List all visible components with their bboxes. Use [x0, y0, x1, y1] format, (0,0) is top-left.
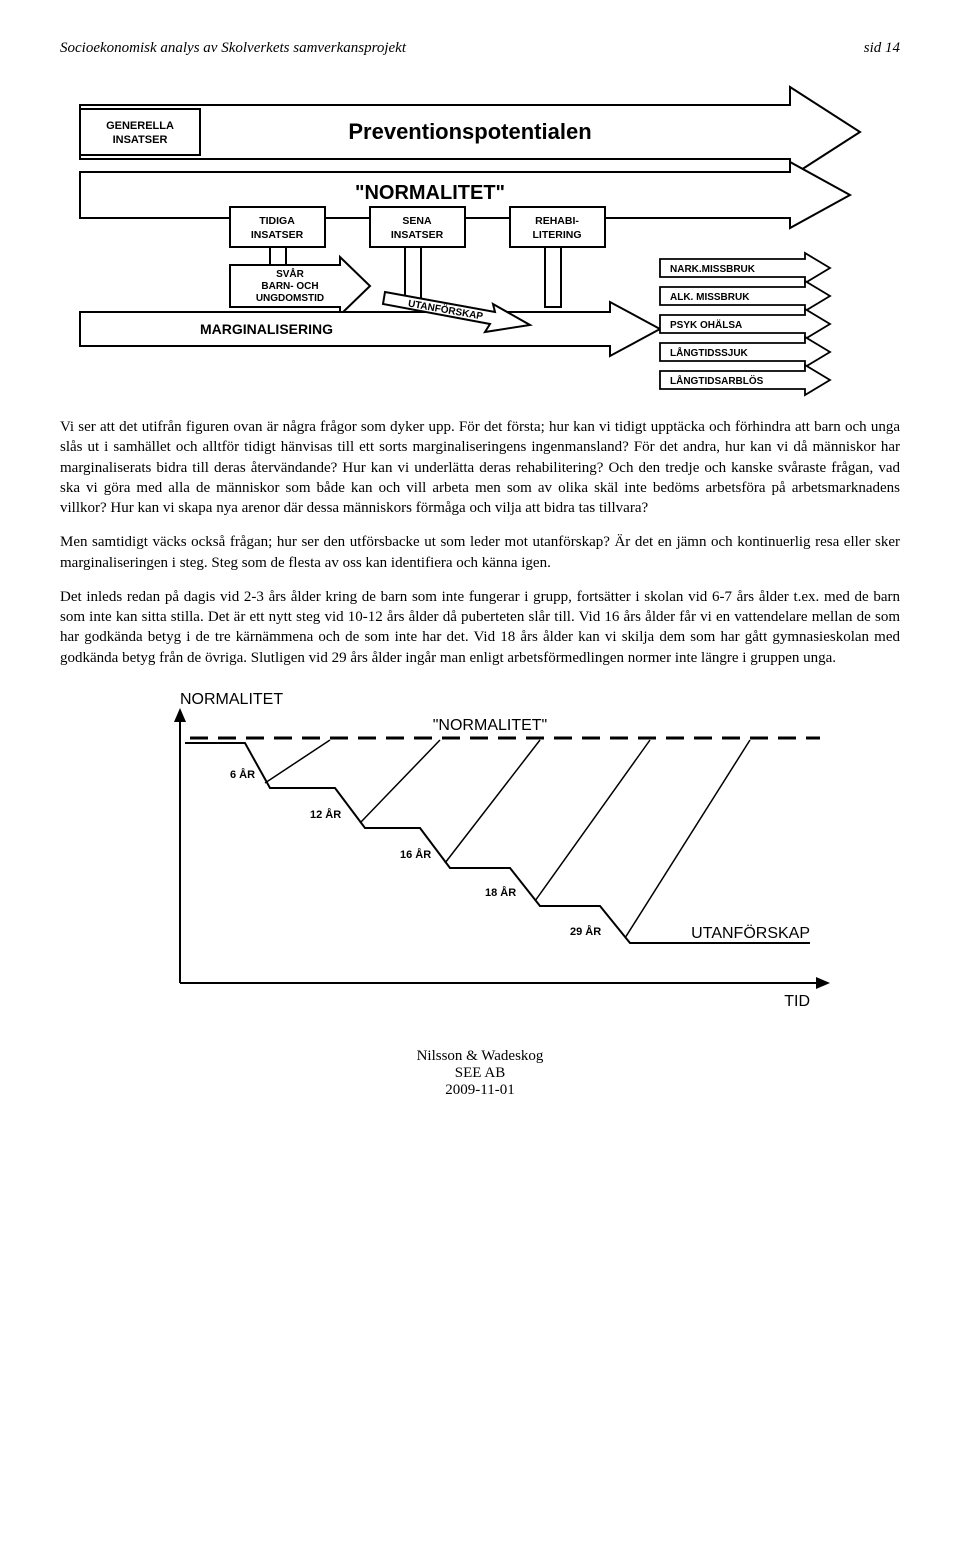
- svg-text:INSATSER: INSATSER: [391, 229, 444, 241]
- d1-normalitet: "NORMALITET": [355, 182, 505, 204]
- para-2: Men samtidigt väcks också frågan; hur se…: [60, 532, 900, 573]
- svg-text:SENA: SENA: [402, 215, 432, 227]
- svg-text:BARN- OCH: BARN- OCH: [261, 281, 318, 292]
- svg-text:6 ÅR: 6 ÅR: [230, 768, 255, 781]
- d1-generella-2: INSATSER: [113, 134, 168, 146]
- diagram-prevention: Preventionspotentialen GENERELLA INSATSE…: [60, 77, 900, 397]
- diagram-steps: NORMALITET TID "NORMALITET" 6 ÅR 12 ÅR 1…: [60, 688, 900, 1018]
- svg-text:18 ÅR: 18 ÅR: [485, 886, 516, 899]
- page-header: Socioekonomisk analys av Skolverkets sam…: [60, 40, 900, 57]
- svg-text:SVÅR: SVÅR: [276, 267, 305, 280]
- d2-utanforskap: UTANFÖRSKAP: [691, 924, 810, 942]
- svg-text:UNGDOMSTID: UNGDOMSTID: [256, 293, 324, 304]
- d1-title: Preventionspotentialen: [348, 119, 591, 144]
- svg-text:12 ÅR: 12 ÅR: [310, 808, 341, 821]
- svg-text:LÅNGTIDSARBLÖS: LÅNGTIDSARBLÖS: [670, 374, 764, 387]
- svg-text:INSATSER: INSATSER: [251, 229, 304, 241]
- svg-text:PSYK OHÄLSA: PSYK OHÄLSA: [670, 318, 742, 331]
- svg-text:LÅNGTIDSSJUK: LÅNGTIDSSJUK: [670, 346, 749, 359]
- d2-top-label: "NORMALITET": [433, 717, 547, 734]
- footer-line2: SEE AB: [60, 1065, 900, 1082]
- d2-y-label: NORMALITET: [180, 691, 283, 708]
- d2-x-label: TID: [784, 993, 810, 1010]
- d1-marginalisering: MARGINALISERING: [200, 321, 333, 337]
- svg-text:29 ÅR: 29 ÅR: [570, 925, 601, 938]
- para-1: Vi ser att det utifrån figuren ovan är n…: [60, 417, 900, 518]
- svg-text:NARK.MISSBRUK: NARK.MISSBRUK: [670, 264, 756, 275]
- footer: Nilsson & Wadeskog SEE AB 2009-11-01: [60, 1048, 900, 1099]
- page-number: sid 14: [864, 40, 900, 57]
- svg-text:LITERING: LITERING: [533, 229, 582, 241]
- footer-line3: 2009-11-01: [60, 1082, 900, 1099]
- svg-text:16 ÅR: 16 ÅR: [400, 848, 431, 861]
- svg-text:REHABI-: REHABI-: [535, 215, 579, 227]
- body-text: Vi ser att det utifrån figuren ovan är n…: [60, 417, 900, 668]
- d1-generella-1: GENERELLA: [106, 120, 174, 132]
- para-3: Det inleds redan på dagis vid 2-3 års ål…: [60, 587, 900, 668]
- doc-title: Socioekonomisk analys av Skolverkets sam…: [60, 40, 406, 57]
- footer-line1: Nilsson & Wadeskog: [60, 1048, 900, 1065]
- svg-text:TIDIGA: TIDIGA: [259, 215, 295, 227]
- svg-text:ALK. MISSBRUK: ALK. MISSBRUK: [670, 292, 750, 303]
